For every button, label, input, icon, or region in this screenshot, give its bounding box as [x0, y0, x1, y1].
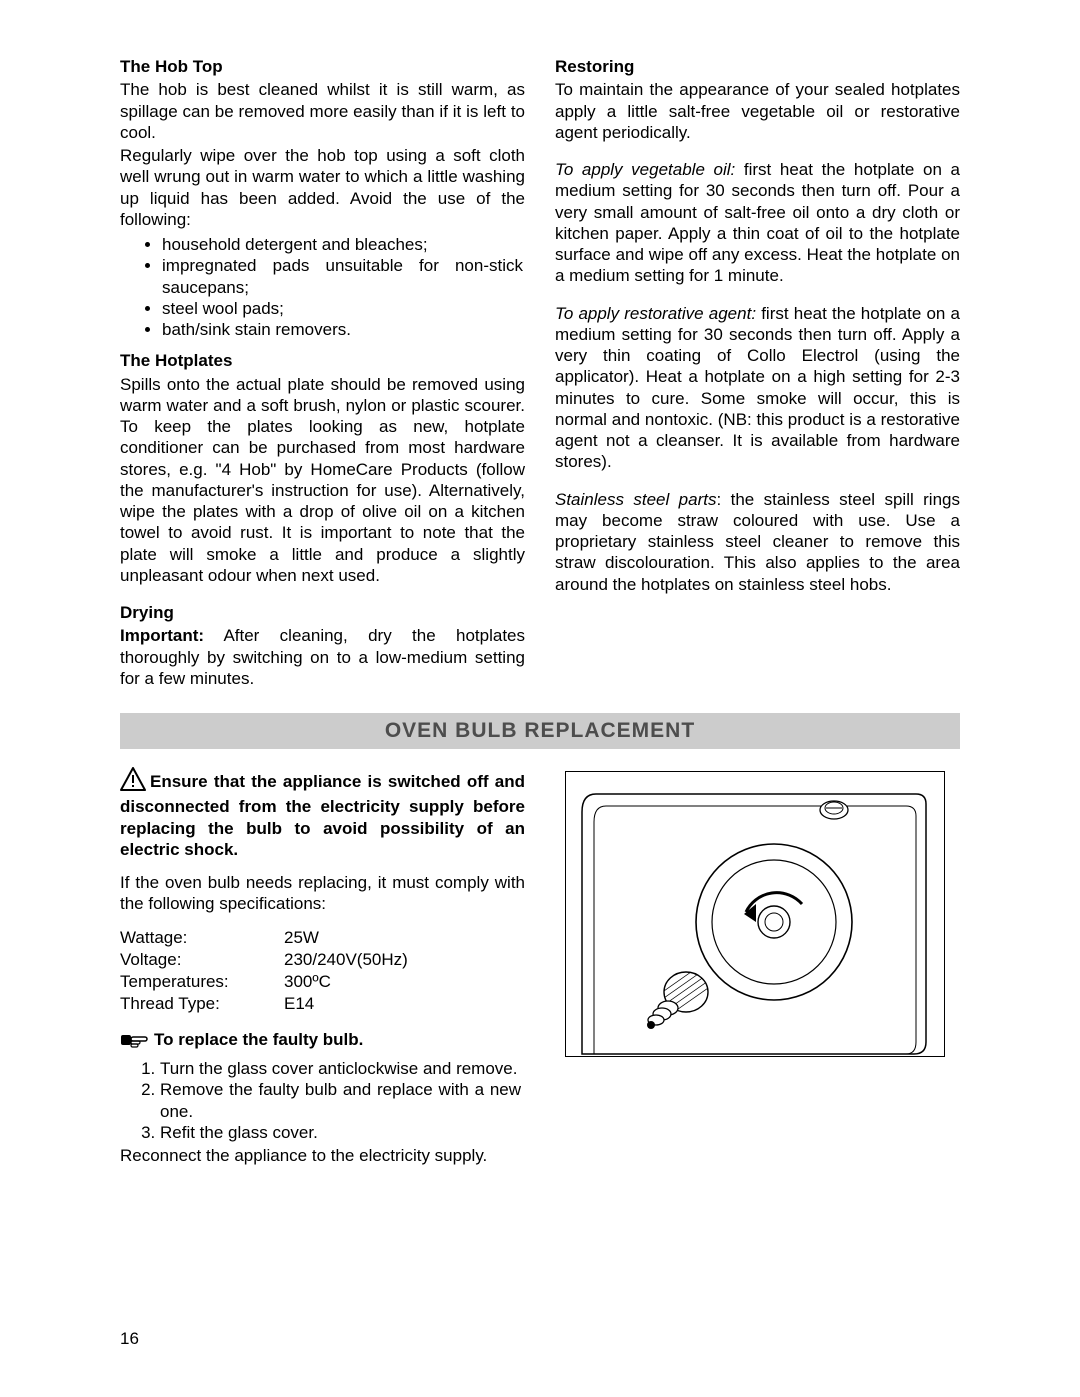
warning-text: Ensure that the appliance is switched of… — [120, 772, 525, 859]
lower-columns: Ensure that the appliance is switched of… — [120, 767, 960, 1168]
lead-restorative: To apply restorative agent: — [555, 304, 756, 323]
spec-value: 25W — [284, 927, 408, 949]
section-banner-oven-bulb: OVEN BULB REPLACEMENT — [120, 713, 960, 749]
heading-hob-top: The Hob Top — [120, 56, 525, 77]
heading-drying: Drying — [120, 602, 525, 623]
bulb-specs-values: 25W 230/240V(50Hz) 300ºC E14 — [284, 927, 408, 1015]
spec-value: 300ºC — [284, 971, 408, 993]
bulb-column-left: Ensure that the appliance is switched of… — [120, 767, 525, 1168]
list-item: household detergent and bleaches; — [162, 234, 525, 255]
para-drying: Important: After cleaning, dry the hotpl… — [120, 625, 525, 689]
para-hob-top-1: The hob is best cleaned whilst it is sti… — [120, 79, 525, 143]
bulb-diagram-svg — [566, 772, 944, 1056]
page: The Hob Top The hob is best cleaned whil… — [0, 0, 1080, 1397]
para-restoring-3: To apply restorative agent: first heat t… — [555, 303, 960, 473]
bulb-specs-labels: Wattage: Voltage: Temperatures: Thread T… — [120, 927, 284, 1015]
warning-paragraph: Ensure that the appliance is switched of… — [120, 767, 525, 860]
list-item: Turn the glass cover anticlockwise and r… — [160, 1058, 525, 1079]
reconnect-paragraph: Reconnect the appliance to the electrici… — [120, 1145, 525, 1166]
spec-value: E14 — [284, 993, 408, 1015]
list-item: Remove the faulty bulb and replace with … — [160, 1079, 525, 1122]
spec-label: Voltage: — [120, 949, 284, 971]
bulb-specs: Wattage: Voltage: Temperatures: Thread T… — [120, 927, 525, 1015]
list-item: impregnated pads unsuitable for non-stic… — [162, 255, 525, 298]
warning-icon — [120, 767, 146, 796]
replace-steps: Turn the glass cover anticlockwise and r… — [120, 1058, 525, 1143]
hob-top-avoid-list: household detergent and bleaches; impreg… — [120, 234, 525, 340]
spec-value: 230/240V(50Hz) — [284, 949, 408, 971]
body-restorative: first heat the hotplate on a medium sett… — [555, 304, 960, 472]
hand-point-icon — [120, 1029, 150, 1054]
label-important: Important: — [120, 626, 204, 645]
lead-veg-oil: To apply vegetable oil: — [555, 160, 735, 179]
upper-columns: The Hob Top The hob is best cleaned whil… — [120, 56, 960, 691]
list-item: steel wool pads; — [162, 298, 525, 319]
replace-heading-text: To replace the faulty bulb. — [154, 1030, 363, 1049]
bulb-column-right — [555, 767, 960, 1168]
heading-restoring: Restoring — [555, 56, 960, 77]
list-item: Refit the glass cover. — [160, 1122, 525, 1143]
spec-label: Wattage: — [120, 927, 284, 949]
para-hob-top-2: Regularly wipe over the hob top using a … — [120, 145, 525, 230]
page-number: 16 — [120, 1329, 139, 1349]
heading-hotplates: The Hotplates — [120, 350, 525, 371]
para-restoring-2: To apply vegetable oil: first heat the h… — [555, 159, 960, 287]
spec-label: Temperatures: — [120, 971, 284, 993]
para-restoring-4: Stainless steel parts: the stainless ste… — [555, 489, 960, 595]
list-item: bath/sink stain removers. — [162, 319, 525, 340]
para-restoring-1: To maintain the appearance of your seale… — [555, 79, 960, 143]
bulb-diagram — [565, 771, 945, 1057]
replace-heading: To replace the faulty bulb. — [120, 1029, 525, 1054]
spec-label: Thread Type: — [120, 993, 284, 1015]
para-hotplates: Spills onto the actual plate should be r… — [120, 374, 525, 587]
column-right: Restoring To maintain the appearance of … — [555, 56, 960, 691]
lead-stainless: Stainless steel parts — [555, 490, 716, 509]
bulb-intro: If the oven bulb needs replacing, it mus… — [120, 872, 525, 915]
column-left: The Hob Top The hob is best cleaned whil… — [120, 56, 525, 691]
